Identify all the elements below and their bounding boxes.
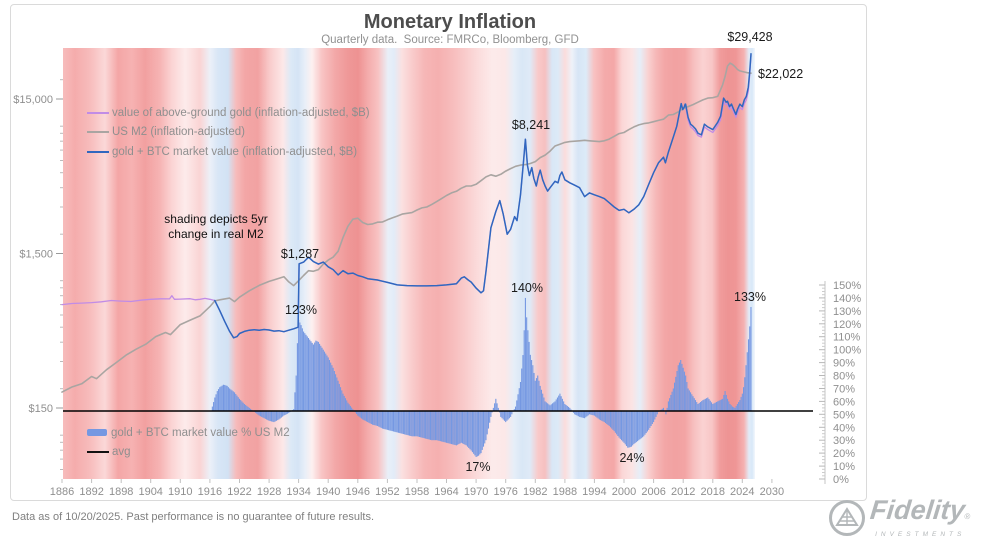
svg-text:1928: 1928 (257, 486, 281, 498)
legend-item: value of above-ground gold (inflation-ad… (87, 103, 370, 123)
svg-text:30%: 30% (833, 435, 855, 447)
fidelity-logo: Fidelity® INVESTMENTS (826, 495, 971, 539)
legend-item: gold + BTC market value % US M2 (87, 423, 290, 443)
svg-text:2000: 2000 (612, 486, 636, 498)
svg-text:2018: 2018 (701, 486, 725, 498)
shading-note-line2: change in real M2 (168, 227, 264, 241)
chart-title: Monetary Inflation (363, 11, 537, 33)
chart-annotation: $22,022 (758, 67, 804, 81)
legend-bottom: gold + BTC market value % US M2 avg (87, 423, 290, 462)
legend-bar-swatch (87, 429, 107, 437)
svg-text:2012: 2012 (671, 486, 695, 498)
chart-annotation: 17% (465, 460, 491, 474)
svg-text:1892: 1892 (79, 486, 103, 498)
svg-text:70%: 70% (833, 384, 855, 396)
svg-text:1916: 1916 (198, 486, 222, 498)
svg-text:10%: 10% (833, 461, 855, 473)
figure-border (10, 4, 867, 501)
svg-text:110%: 110% (833, 332, 861, 344)
svg-text:1976: 1976 (493, 486, 517, 498)
legend-item-label: gold + BTC market value (inflation-adjus… (112, 145, 358, 158)
svg-text:2024: 2024 (730, 486, 754, 498)
svg-text:1934: 1934 (286, 486, 310, 498)
svg-text:150%: 150% (833, 280, 861, 292)
svg-text:1940: 1940 (316, 486, 340, 498)
svg-text:1898: 1898 (109, 486, 133, 498)
axes: $150 $1,500 $15,000 1886 1892 1898 1904 1910 191… (13, 79, 861, 498)
svg-text:90%: 90% (833, 358, 855, 370)
svg-text:1922: 1922 (227, 486, 251, 498)
legend-line-swatch (87, 131, 109, 134)
svg-text:120%: 120% (833, 319, 861, 331)
svg-text:140%: 140% (833, 293, 861, 305)
svg-text:1958: 1958 (405, 486, 429, 498)
svg-text:1982: 1982 (523, 486, 547, 498)
svg-text:$15,000: $15,000 (13, 94, 53, 106)
svg-text:60%: 60% (833, 396, 855, 408)
fidelity-pyramid-icon (829, 500, 865, 536)
svg-text:2006: 2006 (641, 486, 665, 498)
legend-line-swatch (87, 150, 109, 153)
fidelity-wordmark: Fidelity® INVESTMENTS (868, 495, 971, 538)
legend-item-label: US M2 (inflation-adjusted) (112, 126, 245, 139)
svg-text:$1,500: $1,500 (19, 249, 53, 261)
series-lines (61, 53, 752, 393)
svg-text:1994: 1994 (582, 486, 606, 498)
gold-line (61, 55, 752, 339)
chart-annotation: 24% (619, 451, 645, 465)
legend-line-swatch (87, 451, 109, 454)
svg-text:1988: 1988 (553, 486, 577, 498)
svg-text:$150: $150 (29, 403, 53, 415)
svg-text:50%: 50% (833, 409, 855, 421)
legend-item-label: gold + BTC market value % US M2 (111, 426, 290, 439)
legend-item: avg (87, 443, 290, 463)
svg-text:40%: 40% (833, 422, 855, 434)
fidelity-brand-text: Fidelity® (868, 495, 971, 525)
fidelity-investments-text: INVESTMENTS (875, 531, 966, 538)
chart-annotation: $1,287 (280, 247, 320, 261)
chart-annotation: 123% (285, 303, 317, 317)
legend-item: gold + BTC market value (inflation-adjus… (87, 142, 370, 162)
svg-text:1910: 1910 (168, 486, 192, 498)
svg-text:80%: 80% (833, 371, 855, 383)
svg-text:2030: 2030 (760, 486, 784, 498)
chart-annotation: 133% (734, 290, 766, 304)
shading-note-line1: shading depicts 5yr (164, 212, 268, 226)
legend-item-label: avg (112, 446, 131, 459)
svg-text:1946: 1946 (346, 486, 370, 498)
chart-annotation: $8,241 (511, 118, 551, 132)
svg-text:100%: 100% (833, 345, 861, 357)
svg-text:1970: 1970 (464, 486, 488, 498)
pct-bars (211, 297, 752, 458)
chart-annotation: 140% (511, 281, 543, 295)
footer-disclaimer: Data as of 10/20/2025. Past performance … (12, 511, 374, 523)
svg-text:1886: 1886 (50, 486, 74, 498)
svg-text:0%: 0% (833, 474, 849, 486)
m2-line (61, 62, 752, 393)
legend-item-label: value of above-ground gold (inflation-ad… (112, 106, 370, 119)
shading-note: shading depicts 5yr change in real M2 (136, 212, 296, 242)
svg-text:1952: 1952 (375, 486, 399, 498)
m2-shading-background (63, 48, 755, 479)
registered-mark: ® (963, 512, 971, 521)
svg-text:130%: 130% (833, 306, 861, 318)
chart-annotation: $29,428 (727, 30, 773, 44)
legend-line-swatch (87, 111, 109, 114)
gold-btc-line (214, 53, 752, 339)
svg-text:1964: 1964 (434, 486, 458, 498)
legend-top: value of above-ground gold (inflation-ad… (87, 103, 370, 162)
svg-text:1904: 1904 (138, 486, 162, 498)
svg-text:20%: 20% (833, 448, 855, 460)
chart-subtitle: Quarterly data. Source: FMRCo, Bloomberg… (321, 34, 579, 46)
legend-item: US M2 (inflation-adjusted) (87, 123, 370, 143)
